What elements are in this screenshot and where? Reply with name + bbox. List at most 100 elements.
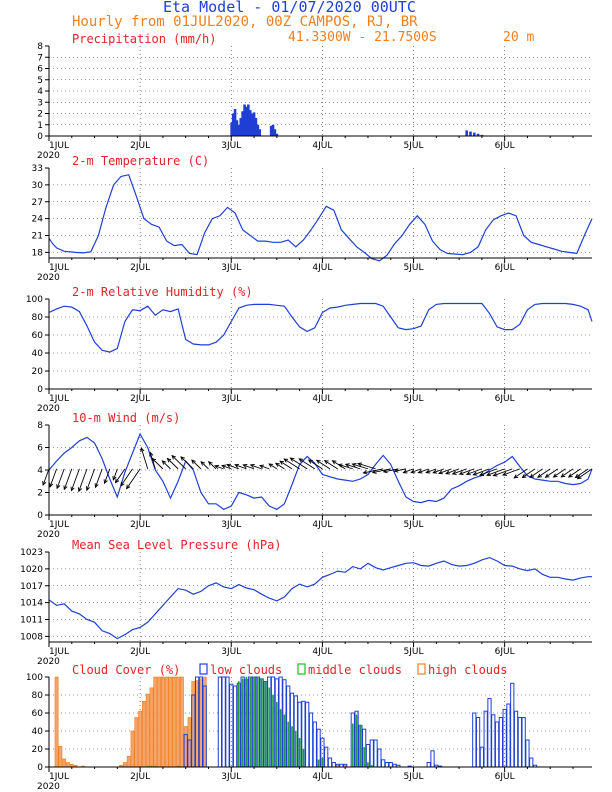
series-line-mslp	[48, 556, 592, 640]
y-tick-label: 2	[37, 489, 43, 499]
y-tick-label: 6	[37, 444, 43, 454]
y-tick-label: 24	[32, 215, 44, 225]
x-tick-label: 2JUL	[130, 141, 150, 151]
chart-coordinates: 41.3300W - 21.7500S	[288, 30, 437, 45]
panel-wind	[42, 424, 593, 520]
wind-arrow	[357, 463, 376, 470]
wind-arrow	[394, 468, 407, 472]
precip-bar	[252, 112, 256, 136]
wind-arrowhead	[356, 462, 363, 467]
x-tick-label: 3JUL	[221, 647, 241, 657]
wind-arrow	[126, 468, 141, 489]
y-tick-label: 8	[37, 42, 43, 52]
low-cloud-bar	[483, 710, 488, 768]
precip-bar	[250, 113, 254, 136]
wind-arrow	[577, 468, 593, 480]
y-tick-label: 6	[37, 65, 43, 75]
wind-arrowhead	[103, 479, 108, 485]
wind-arrowhead	[544, 473, 550, 478]
chart-elevation: 20 m	[503, 30, 534, 45]
y-tick-label: 1014	[20, 599, 43, 609]
precip-bar	[239, 118, 243, 136]
y-tick-label: 2	[37, 110, 43, 120]
panel-title: 10-m Wind (m/s)	[72, 411, 180, 425]
y-tick-label: 40	[32, 349, 44, 359]
wind-arrow	[486, 468, 505, 476]
high-cloud-bar	[176, 676, 181, 768]
wind-arrowhead	[567, 473, 573, 478]
wind-arrowhead	[180, 456, 185, 461]
high-cloud-bar	[153, 676, 158, 768]
low-cloud-bar	[324, 746, 329, 768]
low-cloud-bar	[521, 717, 526, 768]
x-year-label: 2020	[37, 151, 60, 161]
wind-arrowhead	[283, 458, 289, 463]
wind-arrow	[250, 464, 262, 470]
wind-arrowhead	[537, 473, 542, 478]
wind-arrow	[112, 468, 118, 481]
y-tick-label: 100	[26, 295, 43, 305]
wind-arrow	[473, 468, 490, 476]
low-cloud-bar	[331, 762, 336, 768]
wind-arrowhead	[417, 469, 423, 474]
wind-arrow	[316, 459, 331, 470]
series-line-temp	[48, 174, 593, 262]
wind-arrow	[502, 468, 521, 476]
chart-subtitle: Hourly from 01JUL2020, 00Z CAMPOS, RJ, B…	[72, 14, 418, 30]
precip-bar	[254, 118, 258, 136]
wind-arrow	[71, 468, 80, 491]
panel-mslp	[45, 551, 592, 647]
wind-arrowhead	[307, 459, 313, 464]
wind-arrowhead	[114, 478, 120, 484]
wind-arrowhead	[207, 460, 213, 466]
mid-cloud-bar	[268, 687, 271, 768]
x-tick-label: 5JUL	[404, 394, 424, 404]
y-tick-label: 4	[37, 466, 43, 476]
x-tick-label: 4JUL	[312, 141, 332, 151]
mid-cloud-bar	[237, 681, 240, 768]
precip-bar	[476, 133, 480, 136]
wind-arrow	[259, 465, 270, 470]
low-cloud-bar	[513, 710, 519, 768]
mid-cloud-bar	[355, 714, 358, 768]
wind-arrow	[95, 468, 103, 488]
panel-cloud	[45, 663, 592, 772]
x-tick-label: 3JUL	[221, 141, 241, 151]
wind-arrow	[529, 468, 543, 478]
wind-arrow	[418, 468, 429, 474]
legend-high-clouds-swatch	[417, 663, 426, 675]
y-tick-label: 1017	[20, 582, 43, 592]
wind-arrow	[338, 464, 353, 470]
wind-arrow	[279, 460, 293, 470]
mid-cloud-bar	[249, 676, 252, 768]
y-tick-label: 60	[32, 709, 44, 719]
y-tick-label: 1008	[20, 632, 43, 642]
mid-cloud-bar	[294, 730, 297, 768]
wind-arrow	[42, 468, 50, 486]
mid-cloud-bar	[279, 709, 282, 768]
high-cloud-bar	[134, 717, 139, 768]
mid-cloud-bar	[291, 726, 293, 768]
wind-arrow	[308, 459, 323, 470]
low-cloud-bar	[225, 676, 230, 768]
x-tick-label: 4JUL	[312, 772, 332, 782]
high-cloud-bar	[168, 676, 173, 768]
x-tick-label: 6JUL	[495, 263, 515, 273]
mid-cloud-bar	[317, 759, 320, 768]
y-tick-label: 1023	[20, 548, 43, 558]
high-cloud-bar	[164, 676, 169, 768]
precip-bar	[248, 110, 252, 136]
mid-cloud-bar	[363, 746, 366, 768]
wind-arrow	[86, 468, 95, 491]
wind-arrow	[432, 468, 445, 474]
y-tick-label: 8	[37, 421, 43, 431]
wind-arrow	[298, 458, 316, 470]
wind-arrowhead	[362, 470, 368, 475]
wind-arrowhead	[513, 474, 519, 479]
precip-bar	[275, 133, 279, 136]
y-tick-label: 60	[32, 331, 44, 341]
precip-bar	[231, 113, 235, 136]
wind-arrowhead	[521, 473, 527, 479]
precip-bar	[233, 109, 237, 136]
wind-arrowhead	[402, 469, 408, 474]
